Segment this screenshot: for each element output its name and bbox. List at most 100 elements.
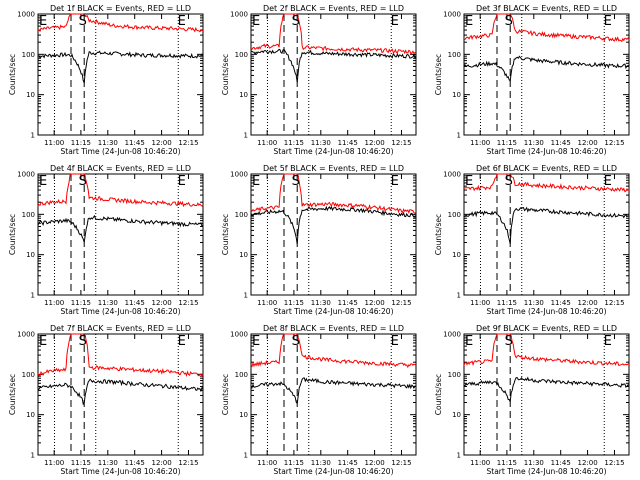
x-tick-label: 11:45 [338, 459, 358, 467]
x-tick-label: 11:00 [44, 139, 64, 147]
series-events [463, 55, 630, 82]
x-tick-label: 11:30 [98, 299, 118, 307]
marker-e: E [252, 14, 260, 29]
y-tick-label: 1000 [443, 171, 461, 179]
marker-e: E [39, 14, 47, 29]
y-tick-label: 100 [448, 371, 461, 379]
x-tick-label: 11:30 [524, 299, 544, 307]
x-tick-label: 12:15 [391, 299, 411, 307]
x-tick-label: 11:30 [311, 139, 331, 147]
y-tick-label: 100 [235, 211, 248, 219]
marker-e: E [391, 334, 399, 349]
marker-e: E [252, 174, 260, 189]
marker-e: E [178, 174, 186, 189]
series-events [37, 214, 204, 243]
y-tick-label: 1000 [17, 171, 35, 179]
x-tick-label: 12:15 [178, 139, 198, 147]
marker-s: S [292, 334, 300, 349]
y-tick-label: 1000 [230, 331, 248, 339]
panel-9: Det 9f BLACK = Events, RED = LLD 1 10 100 10… [434, 324, 630, 476]
x-tick-label: 11:45 [551, 299, 571, 307]
y-tick-label: 100 [448, 211, 461, 219]
y-tick-label: 10 [452, 251, 461, 259]
x-tick-label: 11:15 [284, 139, 304, 147]
y-tick-label: 10 [26, 91, 35, 99]
marker-s: S [79, 14, 87, 29]
panel-title: Det 6f BLACK = Events, RED = LLD [476, 164, 617, 173]
y-axis-label: Counts/sec [221, 214, 230, 255]
marker-e: E [178, 14, 186, 29]
marker-e: E [604, 334, 612, 349]
y-tick-label: 100 [22, 371, 35, 379]
series-lld [37, 173, 204, 208]
panel-8: Det 8f BLACK = Events, RED = LLD 1 10 100 10… [221, 324, 417, 476]
marker-s: S [292, 174, 300, 189]
x-tick-label: 11:00 [257, 299, 277, 307]
x-tick-label: 11:00 [257, 139, 277, 147]
series-events [250, 205, 417, 245]
x-tick-label: 11:30 [311, 299, 331, 307]
series-lld [37, 333, 204, 378]
x-tick-label: 11:00 [470, 139, 490, 147]
x-tick-label: 12:00 [577, 139, 597, 147]
x-tick-label: 11:15 [71, 459, 91, 467]
y-tick-label: 1 [31, 292, 35, 300]
x-tick-label: 11:45 [551, 459, 571, 467]
x-tick-label: 11:00 [44, 299, 64, 307]
y-tick-label: 10 [239, 411, 248, 419]
plot-frame [463, 13, 630, 136]
panel-2: Det 2f BLACK = Events, RED = LLD 1 10 100 10… [221, 4, 417, 156]
plot-frame [250, 173, 417, 296]
x-tick-label: 11:00 [470, 299, 490, 307]
series-lld [463, 173, 630, 193]
x-tick-label: 11:00 [257, 459, 277, 467]
y-tick-label: 100 [448, 51, 461, 59]
x-tick-label: 11:15 [497, 459, 517, 467]
marker-e: E [465, 174, 473, 189]
y-tick-label: 100 [235, 51, 248, 59]
x-tick-label: 11:15 [71, 299, 91, 307]
marker-s: S [79, 334, 87, 349]
panel-6: Det 6f BLACK = Events, RED = LLD 1 10 100 10… [434, 164, 630, 316]
marker-s: S [79, 174, 87, 189]
series-lld [37, 13, 204, 33]
x-tick-label: 11:45 [551, 139, 571, 147]
panel-title: Det 2f BLACK = Events, RED = LLD [263, 4, 404, 13]
x-tick-label: 12:00 [364, 459, 384, 467]
series-events [463, 206, 630, 244]
panel-title: Det 1f BLACK = Events, RED = LLD [50, 4, 191, 13]
x-tick-label: 12:15 [391, 139, 411, 147]
y-axis-label: Counts/sec [221, 374, 230, 415]
x-tick-label: 12:00 [577, 299, 597, 307]
x-axis-label: Start Time (24-Jun-08 10:46:20) [487, 147, 607, 156]
panel-title: Det 8f BLACK = Events, RED = LLD [263, 324, 404, 333]
plot-frame [37, 333, 204, 456]
x-tick-label: 12:15 [178, 459, 198, 467]
y-axis-label: Counts/sec [434, 54, 443, 95]
x-tick-label: 12:00 [364, 299, 384, 307]
x-axis-label: Start Time (24-Jun-08 10:46:20) [61, 147, 181, 156]
x-tick-label: 12:00 [151, 139, 171, 147]
x-axis-label: Start Time (24-Jun-08 10:46:20) [61, 307, 181, 316]
x-tick-label: 12:15 [604, 299, 624, 307]
series-lld [463, 13, 630, 43]
y-axis-label: Counts/sec [8, 374, 17, 415]
y-tick-label: 10 [26, 411, 35, 419]
y-tick-label: 10 [452, 411, 461, 419]
series-events [463, 376, 630, 402]
x-tick-label: 12:15 [178, 299, 198, 307]
y-tick-label: 1 [31, 452, 35, 460]
marker-e: E [465, 334, 473, 349]
series-events [250, 48, 417, 83]
y-tick-label: 100 [22, 211, 35, 219]
plot-frame [37, 173, 204, 296]
series-events [37, 50, 204, 84]
x-tick-label: 11:45 [125, 139, 145, 147]
x-tick-label: 11:15 [497, 299, 517, 307]
x-axis-label: Start Time (24-Jun-08 10:46:20) [61, 467, 181, 476]
x-tick-label: 12:15 [391, 459, 411, 467]
marker-e: E [465, 14, 473, 29]
panel-3: Det 3f BLACK = Events, RED = LLD 1 10 100 10… [434, 4, 630, 156]
panel-title: Det 7f BLACK = Events, RED = LLD [50, 324, 191, 333]
